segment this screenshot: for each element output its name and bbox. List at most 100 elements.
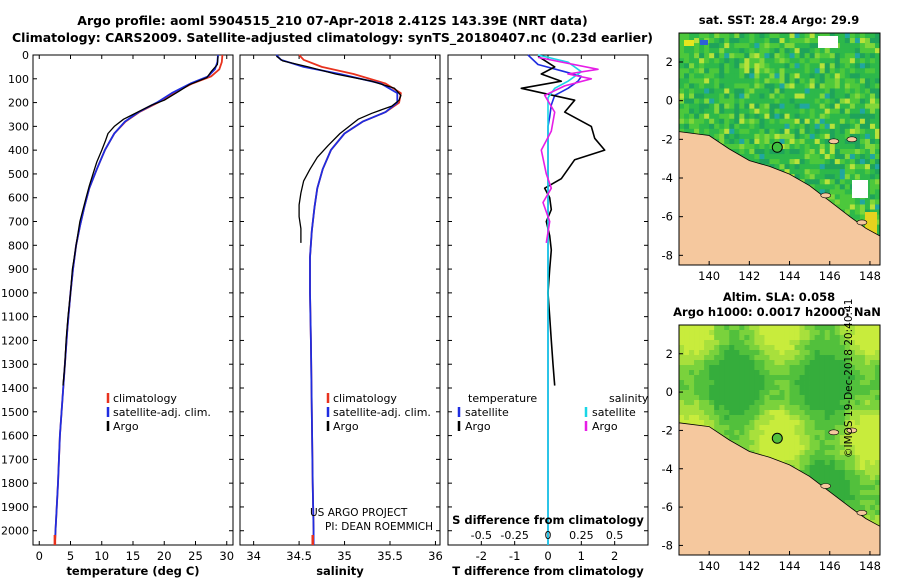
sla-map-cell [744, 345, 750, 351]
sst-map-cell [819, 184, 826, 190]
sst-map-cell [724, 33, 730, 39]
sla-map-cell [784, 395, 790, 401]
sst-map-cell [764, 149, 770, 155]
sst-map-cell [814, 128, 820, 135]
sst-map-cell [699, 73, 705, 79]
sla-map-cell [724, 340, 730, 346]
sst-map-cell [754, 143, 760, 150]
sla-map-cell [784, 365, 790, 371]
sst-map-cell [764, 143, 770, 150]
sla-map-cell [829, 465, 836, 471]
sla-map-cell [759, 415, 765, 421]
sst-map-cell [844, 68, 851, 74]
sla-map-cell [699, 410, 705, 416]
sla-map-cell [869, 440, 876, 446]
sla-map-cell [859, 345, 866, 351]
sst-map-cell [799, 63, 805, 69]
sla-map-cell [754, 445, 760, 451]
sla-map-cell [689, 390, 695, 396]
sla-map-cell [719, 405, 725, 411]
sst-map-cell [704, 48, 710, 54]
sla-map-cell [874, 415, 881, 421]
sst-map-cell [789, 138, 795, 145]
sst-map-cell [784, 33, 790, 39]
sst-map-cell [734, 43, 740, 49]
sst-map-cell [839, 174, 846, 180]
annotation-line-2: PI: DEAN ROEMMICH [325, 521, 433, 533]
sla-map-cell [704, 335, 710, 341]
sst-map-cell [804, 63, 810, 69]
sst-map-cell [754, 68, 760, 74]
sla-map-cell [839, 400, 846, 406]
sst-map-cell [844, 169, 851, 175]
sst-map-cell [874, 58, 881, 64]
sla-map-cell [854, 445, 861, 451]
sla-map-cell [759, 435, 765, 441]
sla-map-cell [774, 395, 780, 401]
sst-map-cell [769, 53, 775, 59]
sla-map-cell [839, 325, 846, 331]
sst-map-cell [714, 103, 720, 109]
sst-map-cell [809, 184, 815, 190]
sla-map-cell [739, 395, 745, 401]
sst-map-cell [714, 123, 720, 130]
sla-map-cell [809, 425, 815, 431]
sla-map-cell [799, 425, 805, 431]
sla-map-cell [814, 415, 820, 421]
sla-map-cell [799, 420, 805, 426]
sst-map-ytick-label: -2 [662, 132, 673, 146]
sla-map-cell [859, 495, 866, 501]
sla-map-cell [794, 415, 800, 421]
sla-map-cell [819, 405, 826, 411]
sst-map-cell [849, 214, 856, 220]
sst-map-cell [804, 143, 810, 150]
sla-map-cell [774, 335, 780, 341]
sla-map-cell [714, 365, 720, 371]
sla-map-cell [754, 380, 760, 386]
sst-map-cell [859, 58, 866, 64]
depth-tick-label: 2000 [1, 525, 29, 538]
sst-map-cell [859, 63, 866, 69]
sst-map-cell [684, 78, 690, 84]
sst-map-cell [854, 133, 861, 140]
sla-map-cell [754, 370, 760, 376]
sst-map-cell [689, 123, 695, 130]
sla-map-cell [809, 325, 815, 331]
sst-map-cell [789, 43, 795, 49]
sst-map-cell [694, 48, 700, 54]
sla-map-cell [679, 330, 685, 336]
sst-map-cell [874, 128, 881, 135]
sst-map-cell [699, 98, 705, 104]
sla-map-cell [874, 445, 881, 451]
sst-map-cell [709, 43, 715, 49]
sst-map-cell [834, 68, 841, 74]
salinity-legend-label: climatology [333, 392, 397, 405]
sla-map-cell [729, 380, 735, 386]
sst-map-cell [874, 118, 881, 125]
sst-map-cell [839, 63, 846, 69]
sst-map-cell [699, 123, 705, 130]
sst-map-cell [794, 63, 800, 69]
sla-map-cell [694, 375, 700, 381]
sla-map-cell [829, 325, 836, 331]
sst-map-cell [694, 78, 700, 84]
sla-map-cell [834, 485, 841, 491]
temperature-series-1 [54, 54, 219, 546]
sla-map-cell [734, 385, 740, 391]
sla-map-cell [869, 340, 876, 346]
sst-map-cell [679, 113, 685, 120]
sla-map-cell [719, 330, 725, 336]
sst-map-cell [684, 128, 690, 135]
sst-map-cell [819, 33, 826, 39]
sla-map-cell [874, 375, 881, 381]
sla-map-frame [678, 324, 881, 556]
sla-map-cell [794, 325, 800, 331]
sla-map-cell [779, 375, 785, 381]
sla-map-cell [794, 405, 800, 411]
sst-map-cell [849, 108, 856, 114]
sst-map-cell [844, 103, 851, 109]
sla-map-cell [834, 440, 841, 446]
sla-map-cell [799, 340, 805, 346]
sla-map-cell [819, 455, 826, 461]
sla-map-cell [834, 480, 841, 486]
